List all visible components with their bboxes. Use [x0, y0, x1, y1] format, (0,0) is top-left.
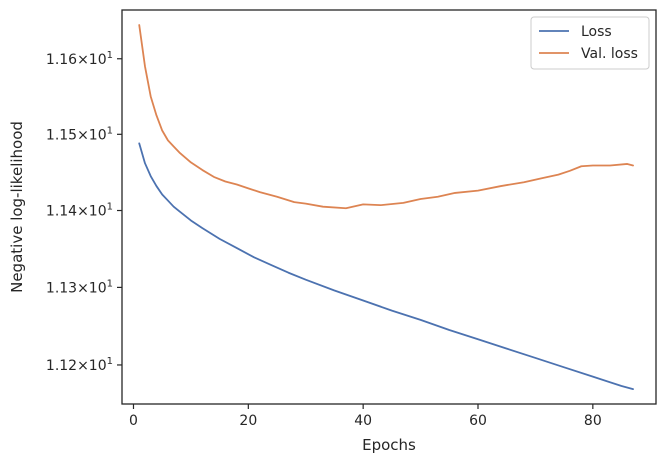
plot-area-frame [121, 9, 657, 405]
y-tick-label: 1.13×101 [46, 278, 113, 296]
series-layer [138, 24, 634, 391]
y-axis-label: Negative log-likelihood [8, 121, 26, 293]
legend-label: Loss [581, 24, 612, 40]
x-tick-label: 40 [354, 413, 372, 429]
x-tick-label: 20 [239, 413, 257, 429]
x-tick-label: 60 [469, 413, 487, 429]
x-tick-label: 80 [584, 413, 602, 429]
series-line-val-loss [138, 24, 634, 210]
legend-box [530, 16, 650, 70]
legend: Loss Val. loss [530, 16, 650, 70]
series-line-loss [138, 142, 634, 391]
y-tick-label: 1.15×101 [46, 125, 113, 143]
y-tick-label: 1.14×101 [46, 202, 113, 220]
ticks-layer: 0 20 40 60 80 1.12×101 1.13×101 1.14×101 1.15×10… [46, 50, 602, 429]
y-tick-label: 1.16×101 [46, 50, 113, 68]
x-tick-label: 0 [129, 413, 138, 429]
legend-label: Val. loss [581, 46, 638, 62]
y-tick-label: 1.12×101 [46, 356, 113, 374]
x-axis-label: Epochs [362, 436, 416, 454]
